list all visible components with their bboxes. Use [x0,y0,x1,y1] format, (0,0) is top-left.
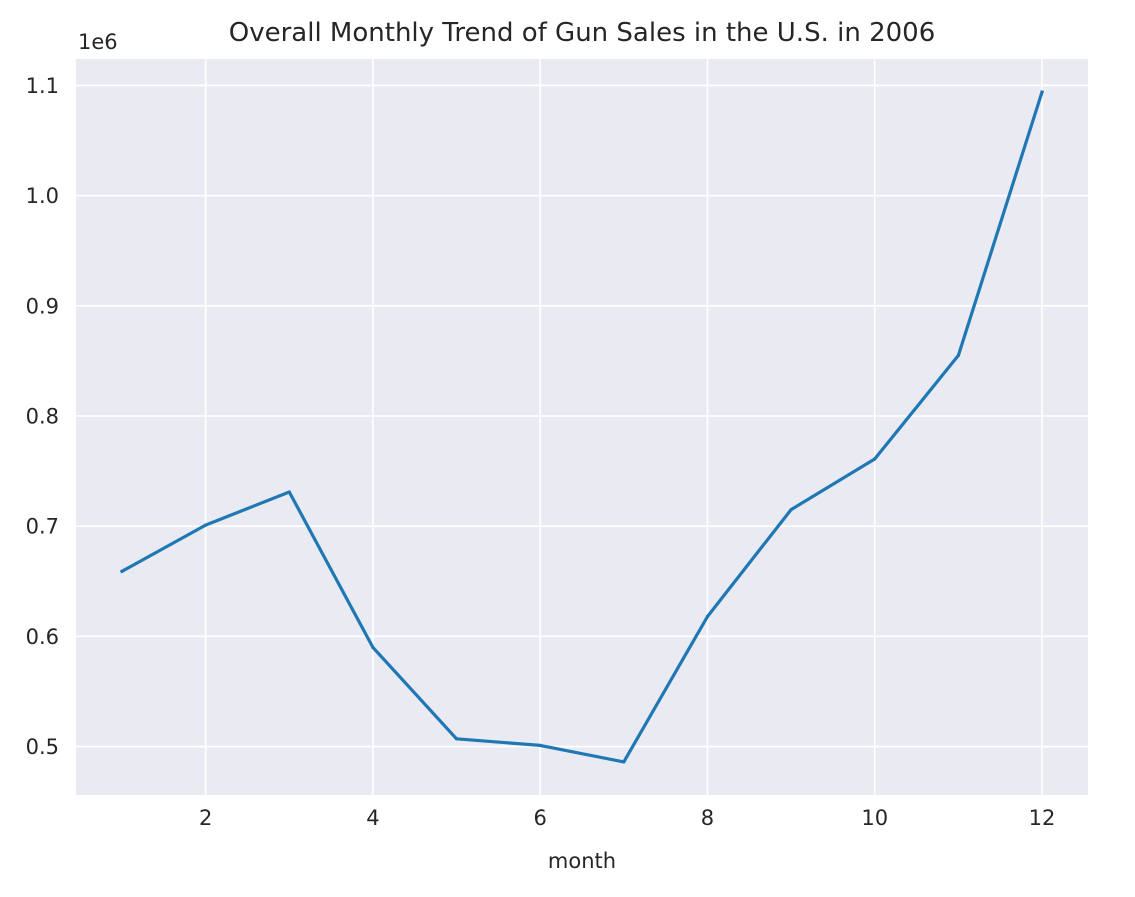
tick-labels: 2 4 6 8 10 12 0.5 0.6 0.7 0.8 0.9 1.0 1.1 [26,74,1056,830]
y-tick-label: 0.6 [26,625,59,649]
y-tick-label: 0.8 [26,404,59,428]
data-point [956,353,961,357]
x-tick-label: 8 [701,806,714,830]
data-point [622,760,626,764]
x-tick-label: 10 [861,806,888,830]
data-point [789,508,793,512]
x-axis-label: month [548,849,616,873]
data-point [371,645,375,650]
y-tick-label: 0.7 [26,515,59,539]
y-axis-offset-label: 1e6 [78,30,118,54]
data-point [454,737,459,741]
y-tick-label: 1.1 [26,74,59,98]
x-tick-label: 12 [1029,806,1056,830]
series-line [119,90,1045,764]
data-point [538,743,542,748]
y-tick-label: 0.5 [26,735,59,759]
x-tick-label: 4 [366,806,379,830]
data-point [287,490,291,494]
data-point [120,569,124,573]
plot-area [76,59,1088,795]
data-point [204,523,208,527]
grid [76,59,1088,795]
series-layer [119,90,1045,764]
data-point [705,614,710,619]
chart-title: Overall Monthly Trend of Gun Sales in th… [229,18,936,48]
data-point [1040,90,1044,94]
y-tick-label: 1.0 [26,184,59,208]
x-tick-label: 2 [199,806,212,830]
x-tick-label: 6 [533,806,546,830]
y-tick-label: 0.9 [26,294,59,318]
data-point [873,457,877,461]
